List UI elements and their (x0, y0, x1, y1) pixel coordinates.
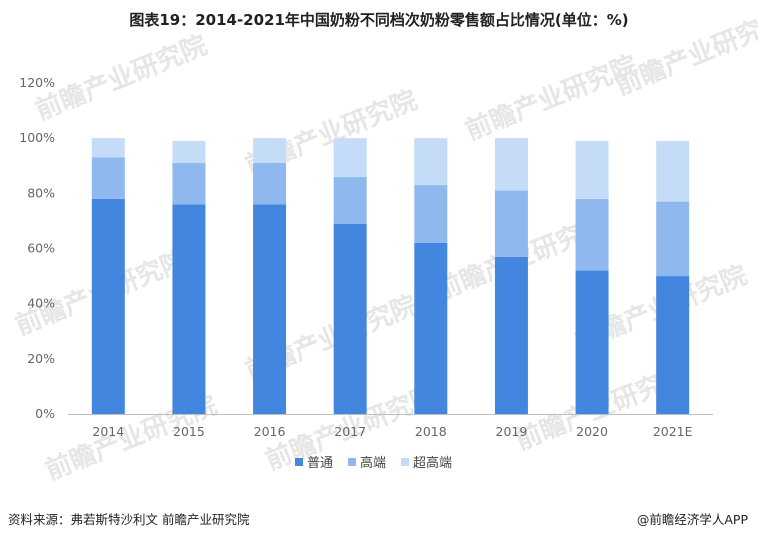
bar-segment-高端 (656, 201, 690, 277)
bar-segment-普通 (253, 204, 287, 414)
bar-segment-高端 (575, 198, 609, 271)
y-axis: 0% 20% 40% 60% 80% 100% 120% (19, 75, 55, 421)
x-tick-label: 2017 (334, 424, 366, 439)
x-tick-label: 2014 (92, 424, 124, 439)
bar-segment-普通 (333, 223, 367, 414)
bar-segment-普通 (414, 242, 448, 414)
y-tick-label: 40% (27, 296, 55, 311)
bar-segment-超高端 (91, 138, 125, 158)
legend-swatch (401, 458, 409, 466)
chart-title: 图表19：2014-2021年中国奶粉不同档次奶粉零售额占比情况(单位：%) (129, 11, 629, 29)
brand-label: @前瞻经济学人APP (636, 512, 748, 527)
legend-label: 高端 (360, 455, 386, 471)
legend-swatch (348, 458, 356, 466)
x-tick-label: 2015 (173, 424, 205, 439)
bar-segment-超高端 (172, 140, 206, 163)
x-axis: 2014 2015 2016 2017 2018 2019 2020 2021E (92, 424, 692, 439)
bar-segment-超高端 (253, 138, 287, 163)
x-tick-label: 2019 (496, 424, 528, 439)
source-note: 资料来源：弗若斯特沙利文 前瞻产业研究院 (8, 512, 250, 527)
bar-segment-普通 (575, 270, 609, 414)
bar-segment-超高端 (414, 138, 448, 186)
bar-segment-普通 (656, 276, 690, 414)
watermark-text: 前瞻产业研究院 (611, 5, 758, 102)
bar-segment-超高端 (333, 138, 367, 177)
bar-segment-普通 (494, 256, 528, 414)
bar-segment-普通 (172, 204, 206, 414)
y-tick-label: 80% (27, 185, 55, 200)
watermark-text: 前瞻产业研究院 (31, 30, 211, 127)
bar-segment-超高端 (494, 138, 528, 191)
bar-segment-高端 (253, 162, 287, 205)
legend-label: 超高端 (413, 455, 452, 471)
watermark-text: 前瞻产业研究院 (461, 50, 641, 147)
bar-segment-高端 (172, 162, 206, 205)
x-tick-label: 2020 (576, 424, 608, 439)
bar-segment-高端 (91, 157, 125, 199)
legend-swatch (295, 458, 303, 466)
legend: 普通 高端 超高端 (295, 455, 452, 471)
y-tick-label: 0% (35, 406, 55, 421)
y-tick-label: 60% (27, 241, 55, 256)
bar-segment-超高端 (656, 140, 690, 202)
y-tick-label: 100% (19, 130, 55, 145)
y-tick-label: 120% (19, 75, 55, 90)
bar-segment-高端 (333, 176, 367, 224)
bar-segment-高端 (494, 190, 528, 257)
legend-label: 普通 (307, 456, 333, 471)
bar-segment-普通 (91, 198, 125, 414)
x-tick-label: 2021E (653, 424, 693, 439)
bar-segment-高端 (414, 185, 448, 243)
bar-segment-超高端 (575, 140, 609, 199)
bars (91, 138, 690, 414)
x-tick-label: 2016 (254, 424, 286, 439)
x-tick-label: 2018 (415, 424, 447, 439)
y-tick-label: 20% (27, 351, 55, 366)
